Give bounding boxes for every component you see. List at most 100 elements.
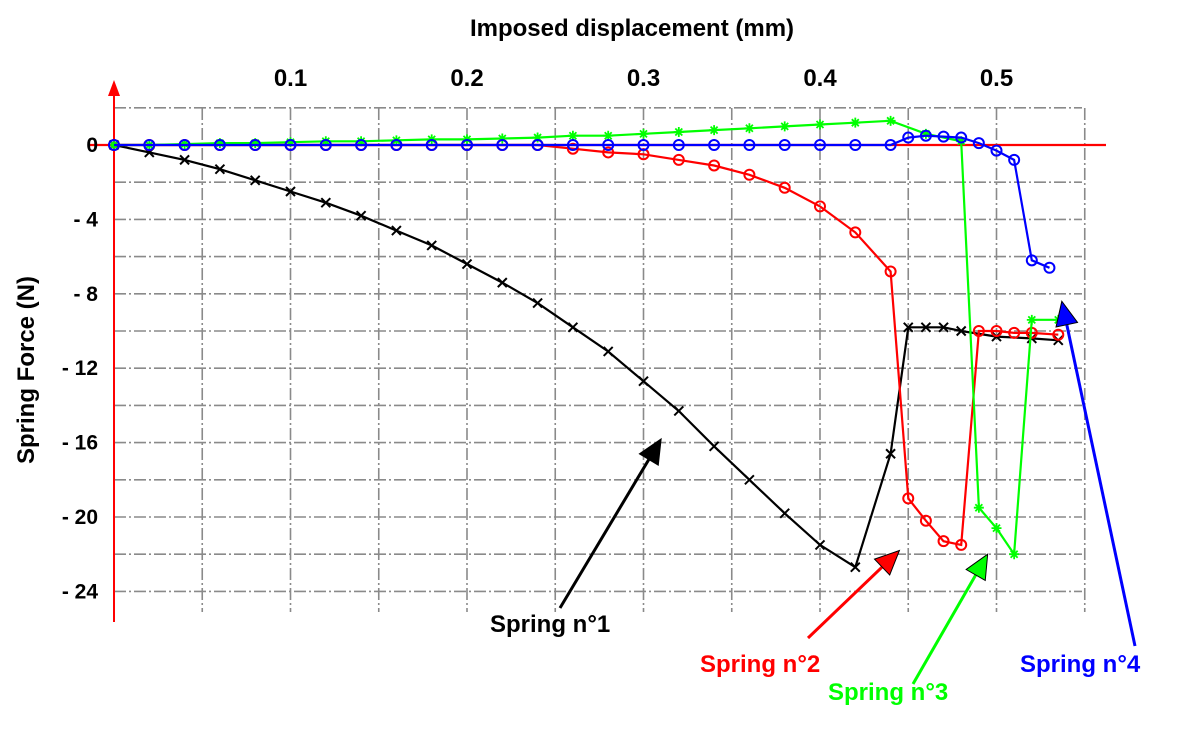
data-point bbox=[1008, 326, 1021, 339]
data-point bbox=[850, 562, 861, 573]
data-point bbox=[744, 123, 755, 134]
data-point bbox=[214, 163, 226, 175]
y-axis-arrow bbox=[108, 80, 120, 96]
x-tick-label: 0.1 bbox=[274, 65, 307, 92]
data-point bbox=[496, 139, 509, 151]
data-point bbox=[849, 226, 862, 239]
y-tick-labels: 0 - 4 - 8 - 12 - 16 - 20 - 24 bbox=[62, 134, 99, 603]
data-point bbox=[637, 139, 650, 151]
annotation-arrowhead bbox=[965, 553, 989, 582]
y-tick-label: - 8 bbox=[73, 283, 98, 306]
data-point bbox=[708, 159, 721, 172]
data-point bbox=[567, 130, 578, 141]
data-point bbox=[531, 139, 544, 151]
data-point bbox=[356, 136, 367, 147]
data-point bbox=[814, 200, 826, 213]
y-tick-label: - 24 bbox=[62, 580, 99, 603]
series-1 bbox=[108, 139, 1064, 573]
y-tick-label: - 16 bbox=[62, 432, 98, 455]
data-point bbox=[284, 139, 297, 151]
data-point bbox=[849, 139, 862, 151]
data-point bbox=[708, 139, 721, 151]
series-2 bbox=[108, 139, 1065, 551]
series-line bbox=[114, 143, 1059, 547]
data-point bbox=[213, 139, 226, 151]
data-point bbox=[903, 322, 914, 333]
annotation-arrow-line bbox=[911, 574, 978, 685]
x-axis-title: Imposed displacement (mm) bbox=[470, 15, 794, 42]
data-point bbox=[1025, 254, 1038, 267]
data-point bbox=[850, 117, 861, 128]
grid-lines bbox=[114, 107, 1086, 612]
data-point bbox=[108, 139, 120, 151]
y-tick-label: 0 bbox=[86, 134, 98, 157]
data-point bbox=[1043, 261, 1056, 274]
series-4 bbox=[108, 129, 1056, 274]
series-line bbox=[114, 119, 1059, 558]
annotation-arrow-line bbox=[806, 565, 884, 640]
data-point bbox=[779, 121, 790, 132]
data-point bbox=[973, 502, 984, 513]
data-point bbox=[814, 139, 826, 151]
data-point bbox=[778, 181, 791, 194]
x-tick-label: 0.5 bbox=[980, 65, 1013, 92]
data-point bbox=[956, 136, 967, 147]
data-point bbox=[955, 538, 968, 551]
data-point bbox=[708, 441, 720, 452]
annotation-arrow-line bbox=[1065, 324, 1137, 647]
data-point bbox=[249, 139, 262, 151]
data-point bbox=[902, 492, 915, 505]
data-point bbox=[937, 130, 950, 143]
data-point bbox=[355, 210, 367, 221]
data-point bbox=[285, 137, 296, 148]
data-point bbox=[672, 153, 685, 166]
annotation-layer: Spring n°1 Spring n°2 Spring n°3 Spring n°4 bbox=[490, 300, 1141, 706]
data-point bbox=[972, 137, 985, 150]
axes bbox=[88, 80, 1106, 622]
data-point bbox=[743, 139, 756, 151]
data-point bbox=[885, 115, 896, 126]
data-point bbox=[937, 535, 950, 548]
y-tick-label: - 4 bbox=[73, 208, 98, 231]
data-point bbox=[638, 128, 649, 139]
data-point bbox=[884, 265, 897, 278]
y-tick-label: - 12 bbox=[62, 357, 98, 380]
data-point bbox=[602, 139, 615, 151]
data-point bbox=[320, 197, 332, 208]
data-point bbox=[938, 322, 949, 333]
data-point bbox=[955, 131, 968, 144]
data-point bbox=[319, 139, 332, 151]
series-line bbox=[114, 134, 1050, 269]
data-point bbox=[285, 186, 296, 197]
data-point bbox=[672, 139, 685, 151]
spring-label-4: Spring n°4 bbox=[1020, 651, 1141, 678]
data-point bbox=[250, 138, 261, 149]
annotation-arrow-line bbox=[558, 458, 651, 609]
data-point bbox=[355, 139, 368, 151]
data-point bbox=[461, 139, 473, 151]
data-point bbox=[391, 225, 402, 236]
data-point bbox=[885, 448, 896, 459]
x-tick-label: 0.2 bbox=[450, 65, 483, 92]
data-point bbox=[602, 146, 615, 159]
data-point bbox=[1009, 549, 1020, 560]
data-point bbox=[920, 128, 931, 139]
spring-label-3: Spring n°3 bbox=[828, 679, 948, 706]
data-point bbox=[1026, 314, 1037, 325]
data-point bbox=[426, 240, 437, 251]
data-point bbox=[815, 119, 825, 130]
data-point bbox=[249, 175, 261, 186]
data-point bbox=[920, 322, 932, 333]
data-point bbox=[673, 126, 684, 137]
data-point bbox=[532, 132, 543, 143]
spring-label-2: Spring n°2 bbox=[700, 651, 820, 678]
series-line bbox=[113, 143, 1059, 569]
y-axis-title: Spring Force (N) bbox=[13, 276, 40, 464]
data-point bbox=[778, 139, 791, 151]
data-point bbox=[673, 405, 685, 417]
data-point bbox=[320, 136, 331, 147]
x-tick-label: 0.4 bbox=[803, 65, 837, 92]
x-tick-labels: 0.1 0.2 0.3 0.4 0.5 bbox=[274, 65, 1013, 92]
annotation-arrowhead bbox=[638, 437, 662, 466]
